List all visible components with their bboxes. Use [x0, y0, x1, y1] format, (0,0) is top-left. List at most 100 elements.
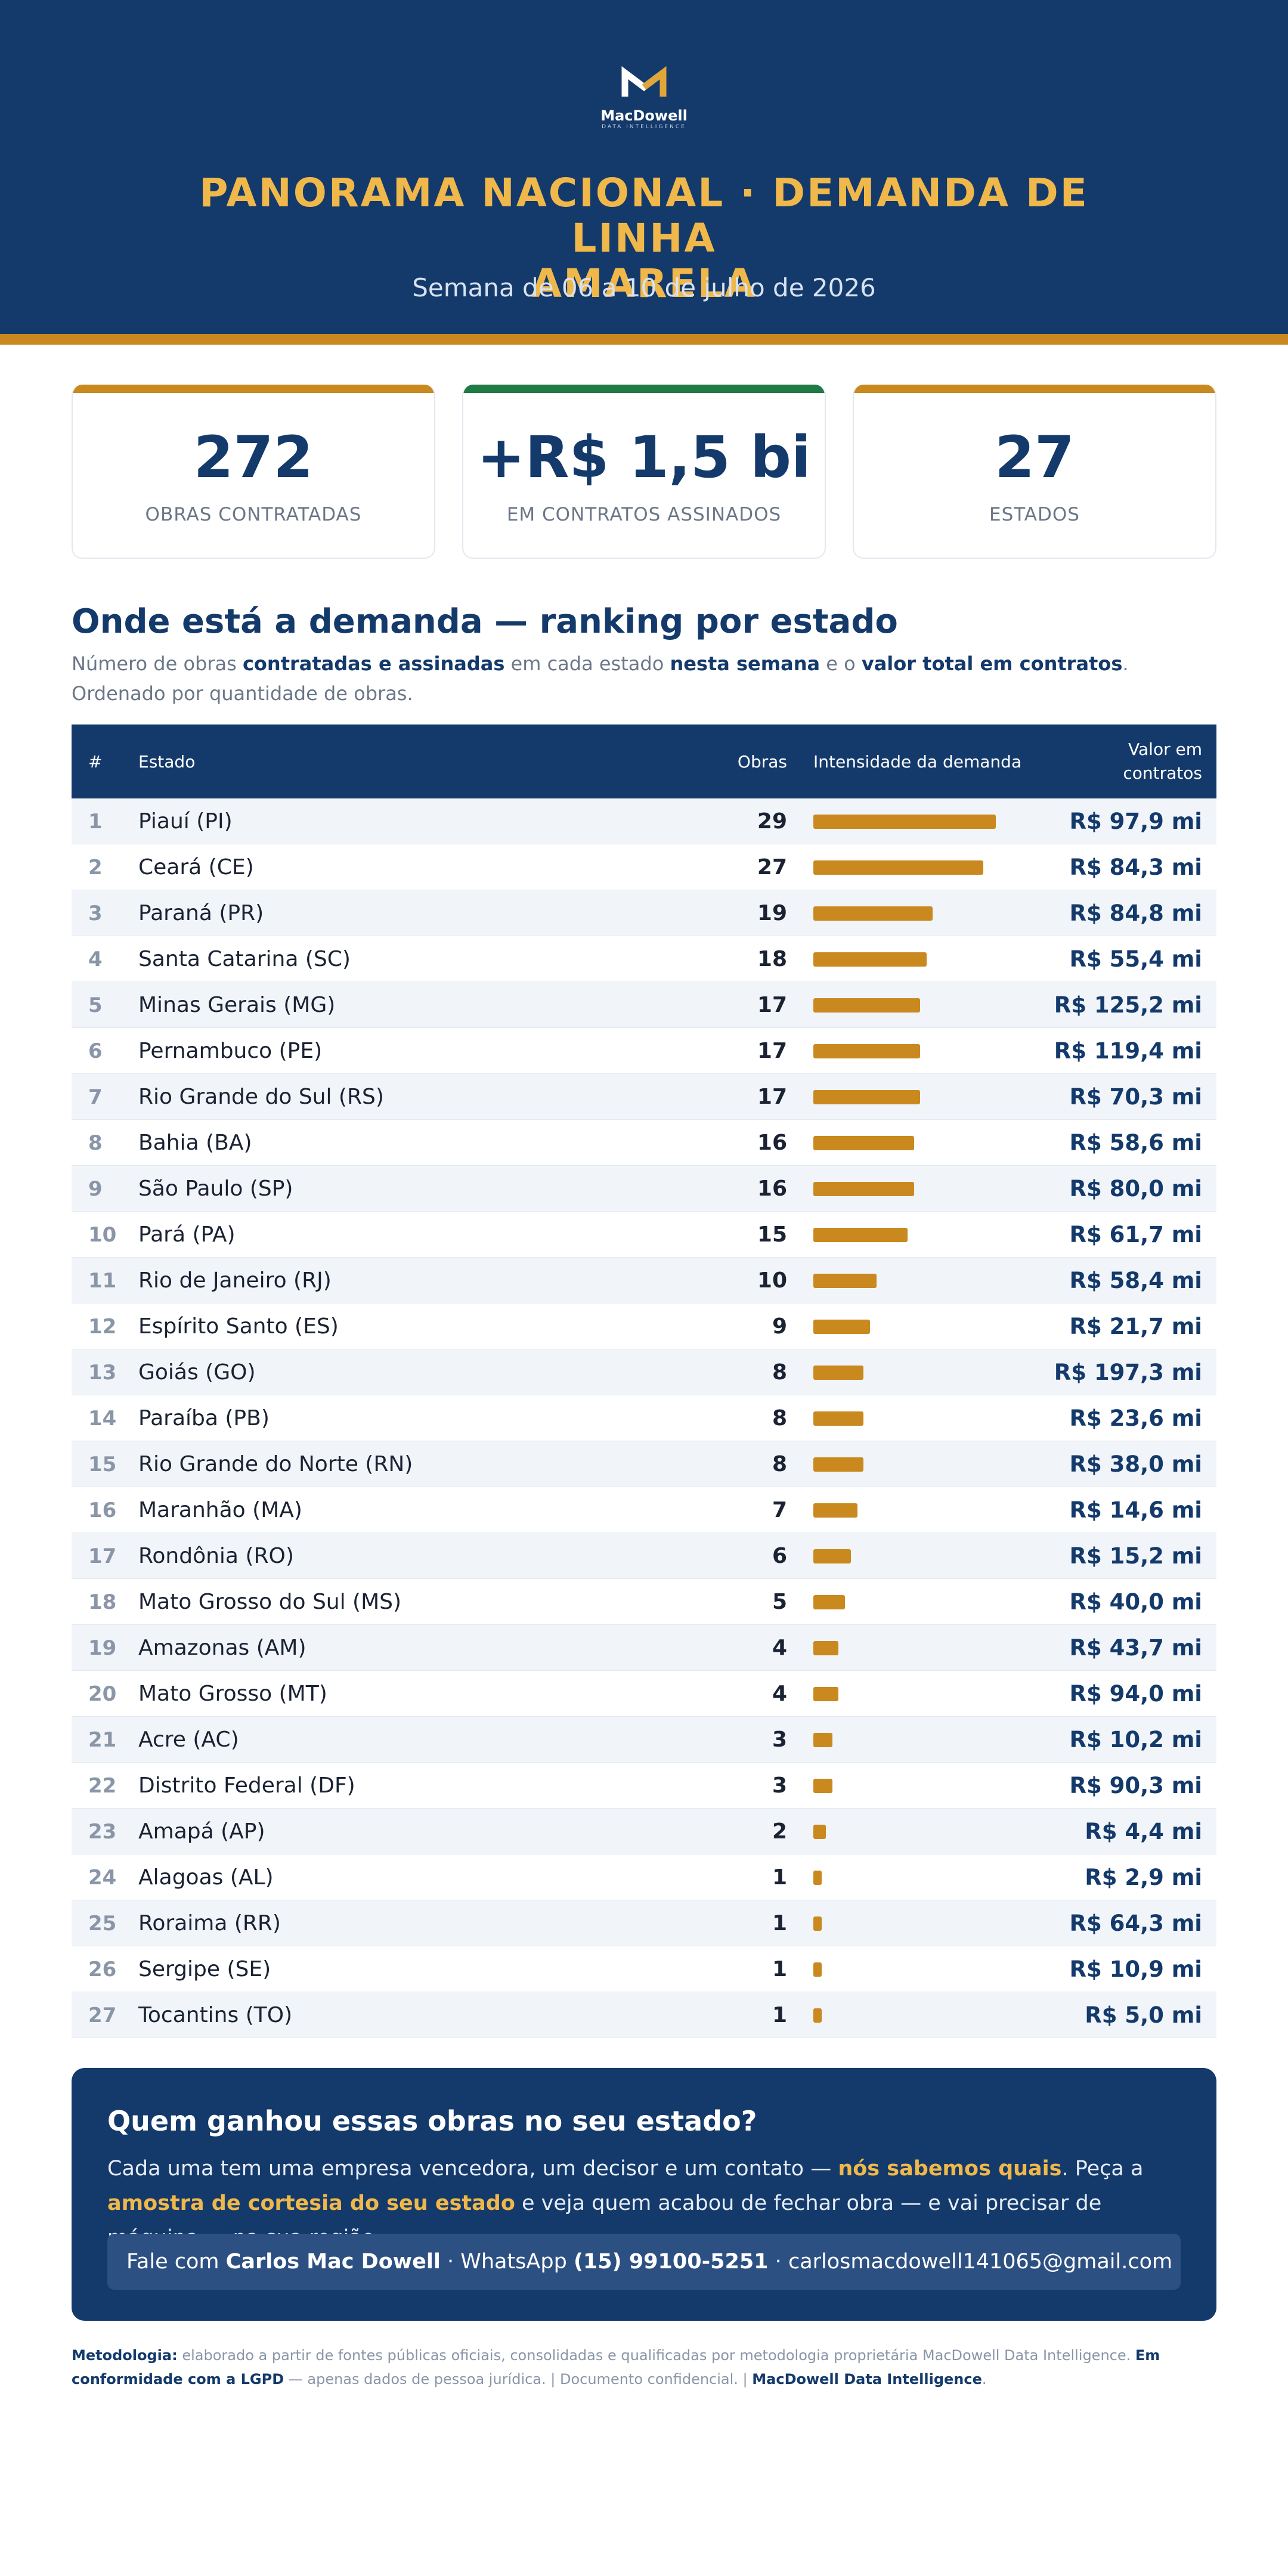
demand-bar: [813, 906, 933, 921]
count-cell: 1: [772, 1865, 787, 1890]
demand-bar: [813, 2008, 822, 2023]
demand-bar: [813, 1273, 877, 1288]
demand-bar-cell: [813, 1258, 877, 1304]
count-cell: 7: [772, 1498, 787, 1522]
value-cell: R$ 38,0 mi: [1069, 1451, 1202, 1477]
value-cell: R$ 4,4 mi: [1085, 1819, 1202, 1844]
count-cell: 1: [772, 1957, 787, 1981]
rank-cell: 6: [88, 1039, 103, 1063]
demand-bar: [813, 1962, 822, 1977]
value-cell: R$ 21,7 mi: [1069, 1314, 1202, 1339]
demand-bar: [813, 1044, 920, 1058]
count-cell: 17: [757, 993, 787, 1017]
demand-bar: [813, 1365, 863, 1380]
value-cell: R$ 90,3 mi: [1069, 1773, 1202, 1798]
whatsapp-number[interactable]: (15) 99100-5251: [573, 2250, 769, 2274]
count-cell: 8: [772, 1360, 787, 1385]
table-row: 4 Santa Catarina (SC) 18 R$ 55,4 mi: [72, 936, 1216, 982]
demand-bar-cell: [813, 844, 983, 890]
demand-bar: [813, 1549, 851, 1563]
table-row: 19 Amazonas (AM) 4 R$ 43,7 mi: [72, 1625, 1216, 1671]
header-value: Valor em contratos: [1123, 739, 1202, 783]
kpi-value: 27: [995, 424, 1075, 491]
state-cell: Amapá (AP): [138, 1819, 265, 1844]
value-cell: R$ 2,9 mi: [1085, 1865, 1202, 1890]
table-row: 27 Tocantins (TO) 1 R$ 5,0 mi: [72, 1992, 1216, 2038]
demand-bar: [813, 1135, 914, 1150]
demand-bar-cell: [813, 1579, 845, 1625]
demand-bar: [813, 1778, 832, 1793]
demand-bar-cell: [813, 1212, 908, 1258]
rank-cell: 3: [88, 901, 103, 925]
header-state: Estado: [138, 751, 196, 772]
state-cell: Goiás (GO): [138, 1360, 256, 1385]
value-cell: R$ 80,0 mi: [1069, 1176, 1202, 1202]
table-row: 16 Maranhão (MA) 7 R$ 14,6 mi: [72, 1487, 1216, 1533]
demand-bar: [813, 1870, 822, 1885]
state-cell: Mato Grosso (MT): [138, 1682, 327, 1706]
value-cell: R$ 58,4 mi: [1069, 1268, 1202, 1293]
brand-name: MacDowell: [600, 107, 688, 124]
demand-bar-cell: [813, 1487, 857, 1533]
table-row: 12 Espírito Santo (ES) 9 R$ 21,7 mi: [72, 1304, 1216, 1349]
table-row: 3 Paraná (PR) 19 R$ 84,8 mi: [72, 890, 1216, 936]
page-subtitle: Semana de 06 a 10 de julho de 2026: [412, 273, 876, 302]
demand-bar: [813, 1594, 845, 1609]
value-cell: R$ 61,7 mi: [1069, 1222, 1202, 1247]
count-cell: 17: [757, 1085, 787, 1109]
state-cell: Minas Gerais (MG): [138, 993, 336, 1017]
value-cell: R$ 94,0 mi: [1069, 1681, 1202, 1707]
value-cell: R$ 119,4 mi: [1054, 1038, 1202, 1064]
count-cell: 8: [772, 1406, 787, 1431]
count-cell: 1: [772, 1911, 787, 1936]
state-cell: Paraíba (PB): [138, 1406, 270, 1431]
demand-bar-cell: [813, 1900, 822, 1946]
count-cell: 3: [772, 1727, 787, 1752]
state-cell: Rio Grande do Norte (RN): [138, 1452, 413, 1476]
count-cell: 5: [772, 1590, 787, 1614]
state-cell: Paraná (PR): [138, 901, 264, 925]
state-cell: Roraima (RR): [138, 1911, 281, 1936]
kpi-accent-bar: [463, 385, 825, 393]
kpi-value: 272: [193, 424, 314, 491]
state-cell: Mato Grosso do Sul (MS): [138, 1590, 402, 1614]
table-row: 13 Goiás (GO) 8 R$ 197,3 mi: [72, 1349, 1216, 1395]
count-cell: 17: [757, 1039, 787, 1063]
demand-bar: [813, 1732, 832, 1747]
header-banner: MacDowell DATA INTELLIGENCE PANORAMA NAC…: [0, 0, 1288, 334]
table-row: 11 Rio de Janeiro (RJ) 10 R$ 58,4 mi: [72, 1258, 1216, 1304]
count-cell: 2: [772, 1819, 787, 1844]
count-cell: 9: [772, 1314, 787, 1339]
rank-cell: 27: [88, 2003, 117, 2027]
value-cell: R$ 197,3 mi: [1054, 1360, 1202, 1385]
table-row: 10 Pará (PA) 15 R$ 61,7 mi: [72, 1212, 1216, 1258]
rank-cell: 24: [88, 1865, 117, 1890]
count-cell: 16: [757, 1176, 787, 1201]
demand-bar-cell: [813, 1074, 920, 1120]
demand-bar-cell: [813, 1028, 920, 1074]
demand-bar: [813, 814, 996, 829]
table-row: 2 Ceará (CE) 27 R$ 84,3 mi: [72, 844, 1216, 890]
state-cell: Sergipe (SE): [138, 1957, 271, 1981]
rank-cell: 11: [88, 1268, 117, 1293]
demand-bar-cell: [813, 1625, 838, 1671]
count-cell: 10: [757, 1268, 787, 1293]
page-title: PANORAMA NACIONAL · DEMANDA DE LINHA AMA…: [199, 170, 1089, 306]
demand-bar-cell: [813, 936, 927, 982]
demand-bar-cell: [813, 1533, 851, 1579]
demand-bar-cell: [813, 1717, 832, 1763]
demand-bar: [813, 860, 983, 875]
rank-cell: 1: [88, 809, 103, 834]
contact-email-link[interactable]: carlosmacdowell141065@gmail.com: [788, 2250, 1173, 2274]
section-title: Onde está a demanda — ranking por estado: [72, 602, 898, 641]
contact-bar: Fale com Carlos Mac Dowell · WhatsApp (1…: [107, 2234, 1181, 2290]
table-row: 15 Rio Grande do Norte (RN) 8 R$ 38,0 mi: [72, 1441, 1216, 1487]
value-cell: R$ 14,6 mi: [1069, 1497, 1202, 1523]
table-row: 25 Roraima (RR) 1 R$ 64,3 mi: [72, 1900, 1216, 1946]
state-cell: Rio de Janeiro (RJ): [138, 1268, 332, 1293]
demand-bar: [813, 1503, 857, 1518]
value-cell: R$ 55,4 mi: [1069, 946, 1202, 972]
value-cell: R$ 23,6 mi: [1069, 1405, 1202, 1431]
state-cell: Rio Grande do Sul (RS): [138, 1085, 384, 1109]
demand-bar: [813, 1916, 822, 1931]
